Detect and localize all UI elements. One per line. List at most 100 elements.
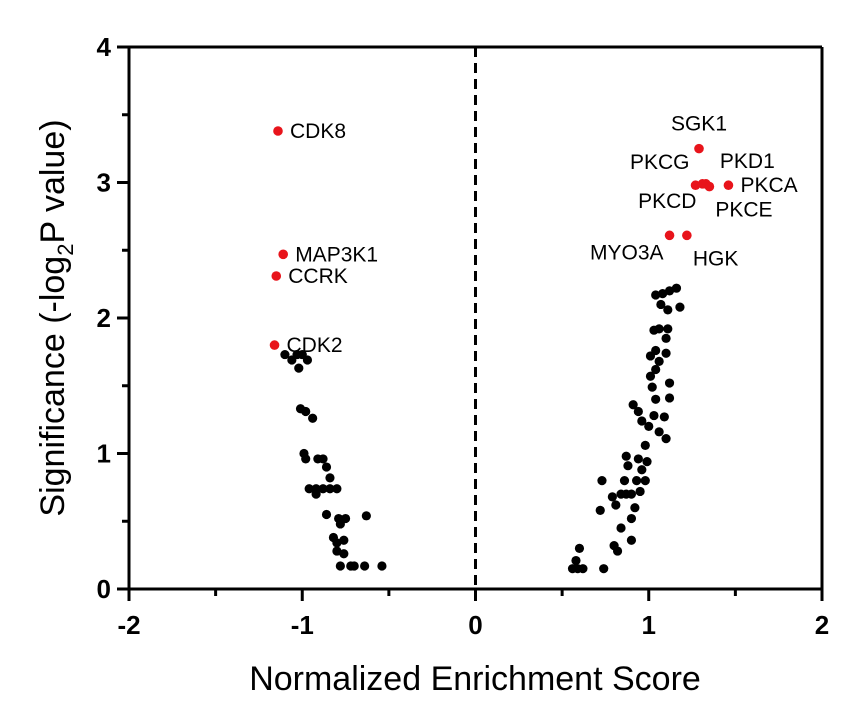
highlighted-point — [271, 271, 282, 281]
data-point — [597, 476, 607, 486]
data-point — [616, 523, 626, 533]
data-point — [332, 484, 342, 494]
data-point — [619, 476, 630, 486]
data-point — [654, 356, 664, 366]
highlighted-point-label: PKD1 — [720, 150, 775, 173]
data-point — [623, 461, 633, 471]
data-point — [335, 561, 345, 571]
highlighted-point-label: PKCA — [740, 174, 797, 197]
highlighted-point — [723, 180, 734, 191]
data-point — [621, 451, 631, 461]
data-point — [280, 349, 290, 360]
data-point — [654, 324, 664, 334]
y-tick-label: 2 — [97, 303, 111, 333]
data-point — [318, 484, 328, 494]
data-point — [664, 393, 675, 403]
data-point — [349, 561, 359, 571]
highlighted-point — [278, 249, 288, 260]
data-point — [302, 355, 313, 365]
data-point — [325, 484, 335, 494]
data-point — [651, 394, 661, 404]
data-point — [612, 546, 623, 556]
y-tick-label: 4 — [97, 32, 112, 62]
highlighted-point-label: CDK2 — [287, 334, 343, 357]
data-point — [659, 412, 669, 422]
data-point — [644, 421, 654, 431]
data-point — [661, 348, 671, 358]
data-point — [649, 410, 659, 421]
highlighted-point-label: SGK1 — [671, 113, 727, 136]
data-point — [611, 500, 621, 510]
x-axis-title: Normalized Enrichment Score — [249, 660, 701, 698]
y-tick-label: 3 — [97, 168, 111, 198]
highlighted-point — [664, 230, 675, 241]
y-axis-title: Significance (-log2P value) — [34, 119, 78, 516]
y-axis-title-part-2: P value) — [34, 119, 72, 243]
data-point — [664, 286, 675, 296]
highlighted-point-label: CDK8 — [290, 120, 346, 143]
data-point — [632, 476, 642, 486]
data-point — [651, 290, 661, 300]
data-point — [651, 345, 661, 356]
data-point — [574, 543, 585, 553]
data-point — [607, 492, 617, 502]
highlighted-point-label: PKCD — [638, 190, 696, 213]
data-point — [658, 289, 668, 299]
data-point — [630, 503, 640, 513]
data-point — [339, 535, 349, 545]
data-point — [663, 324, 673, 334]
y-axis-title-subscript: 2 — [53, 244, 78, 256]
data-point — [304, 484, 314, 494]
highlighted-kinases-points — [269, 126, 734, 350]
data-point — [332, 546, 342, 556]
highlighted-point-label: MYO3A — [590, 241, 664, 264]
data-point — [599, 564, 609, 574]
data-point — [661, 333, 671, 343]
highlighted-point-label: CCRK — [288, 265, 348, 288]
highlighted-point-label: PKCE — [715, 199, 772, 222]
data-point — [656, 299, 666, 310]
highlighted-point — [704, 181, 715, 192]
data-point — [640, 440, 650, 450]
highlighted-point — [269, 340, 280, 350]
data-point — [654, 427, 664, 437]
data-point — [647, 382, 657, 392]
y-tick-label: 0 — [97, 574, 111, 604]
data-point — [325, 473, 335, 483]
data-point — [628, 400, 638, 410]
data-point — [332, 538, 342, 548]
highlighted-point-label: PKCG — [630, 151, 690, 174]
data-point — [675, 302, 685, 312]
data-point — [321, 509, 332, 520]
highlighted-point-label: HGK — [693, 247, 739, 270]
data-point — [361, 511, 371, 521]
data-point — [318, 454, 328, 464]
data-point — [663, 305, 673, 315]
data-point — [308, 413, 318, 423]
data-point — [645, 371, 656, 381]
data-point — [633, 406, 643, 417]
x-tick-label: 1 — [642, 610, 656, 640]
data-point — [578, 564, 588, 574]
x-tick-label: 0 — [468, 610, 482, 640]
data-point — [671, 283, 682, 293]
highlighted-point — [273, 126, 283, 136]
data-point — [626, 535, 637, 545]
data-point — [377, 561, 387, 571]
data-point — [571, 555, 581, 566]
data-point — [640, 476, 650, 486]
y-axis-title-part-1: Significance (-log — [34, 256, 72, 517]
highlighted-point-label: MAP3K1 — [295, 243, 378, 266]
highlighted-point — [682, 230, 692, 241]
data-point — [360, 561, 370, 571]
highlighted-point — [694, 143, 704, 154]
data-point — [294, 363, 304, 373]
data-point — [301, 406, 311, 417]
x-tick-label: -2 — [117, 610, 140, 640]
data-point — [339, 549, 349, 559]
data-point — [637, 465, 647, 475]
data-point — [633, 454, 643, 464]
data-point — [635, 486, 645, 497]
